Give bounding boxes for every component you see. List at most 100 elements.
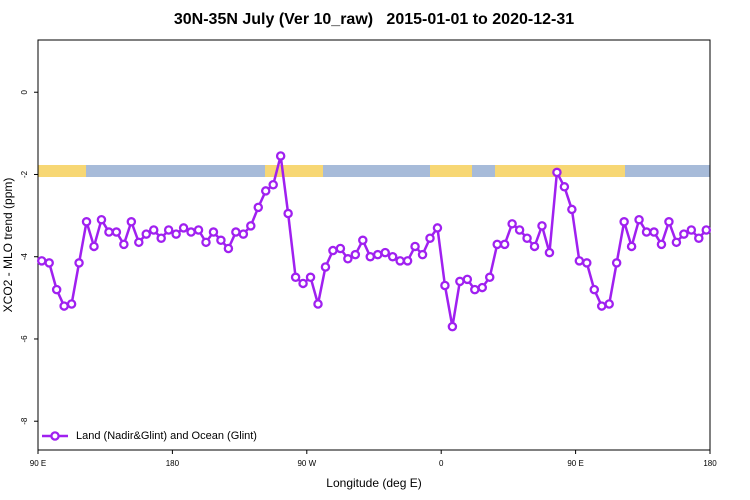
- x-tick-label: 180: [703, 459, 717, 468]
- data-point: [305, 272, 316, 283]
- data-point: [335, 243, 346, 254]
- data-point: [686, 225, 697, 235]
- x-tick-label: 180: [166, 459, 180, 468]
- data-point: [514, 225, 525, 235]
- data-point: [163, 225, 174, 235]
- data-point: [283, 208, 293, 219]
- data-point: [567, 204, 577, 215]
- data-point: [141, 229, 152, 239]
- data-point: [81, 217, 92, 227]
- data-point: [246, 221, 256, 231]
- data-point: [59, 301, 69, 311]
- data-point: [380, 247, 390, 258]
- x-tick-label: 90 W: [297, 459, 316, 468]
- data-point: [402, 256, 413, 266]
- land-band: [38, 165, 86, 177]
- data-point: [223, 243, 234, 254]
- data-point: [134, 237, 144, 248]
- data-point: [178, 223, 189, 233]
- data-point: [492, 239, 502, 250]
- data-point: [119, 239, 129, 250]
- data-point: [701, 225, 712, 235]
- data-point: [455, 276, 465, 287]
- data-point: [66, 299, 77, 309]
- data-point: [186, 227, 196, 237]
- plot-frame: [37, 39, 711, 451]
- land-ocean-band: [38, 165, 710, 177]
- data-point: [559, 182, 570, 192]
- data-point: [604, 299, 614, 309]
- data-point: [537, 221, 547, 231]
- data-point: [320, 262, 331, 272]
- data-point: [148, 225, 159, 235]
- y-tick-label: -4: [20, 253, 29, 261]
- y-tick-label: -8: [20, 417, 29, 425]
- data-point: [387, 251, 398, 262]
- land-band: [430, 165, 472, 177]
- data-point: [462, 274, 473, 285]
- data-point: [328, 245, 338, 256]
- data-point: [656, 239, 667, 250]
- data-point: [74, 258, 84, 268]
- y-tick-label: -6: [20, 335, 29, 343]
- data-point: [171, 229, 181, 239]
- data-point: [664, 217, 674, 227]
- data-point: [313, 299, 323, 309]
- data-point: [544, 247, 555, 258]
- data-point: [365, 251, 376, 262]
- data-point: [156, 233, 166, 243]
- data-point: [425, 233, 435, 243]
- data-point: [679, 229, 689, 239]
- data-point: [641, 227, 652, 237]
- data-point: [477, 282, 488, 293]
- data-point: [552, 167, 562, 178]
- data-point: [104, 227, 114, 237]
- data-point: [36, 256, 47, 266]
- x-tick-label: 90 E: [30, 459, 46, 468]
- x-axis-label: Longitude (deg E): [326, 476, 421, 490]
- data-point: [51, 284, 62, 295]
- data-point: [611, 258, 622, 268]
- x-tick-label: 0: [439, 459, 444, 468]
- data-point: [410, 241, 420, 252]
- chart-title: 30N-35N July (Ver 10_raw) 2015-01-01 to …: [174, 11, 574, 28]
- data-point: [126, 217, 137, 227]
- data-point: [507, 219, 517, 229]
- data-point: [231, 227, 241, 237]
- data-point: [671, 237, 682, 248]
- data-point: [372, 249, 383, 260]
- data-point: [358, 235, 368, 246]
- data-point: [395, 256, 405, 266]
- data-point: [626, 241, 637, 252]
- data-point: [268, 180, 278, 190]
- x-tick-label: 90 E: [567, 459, 583, 468]
- data-point: [298, 278, 308, 289]
- data-point: [208, 227, 219, 237]
- data-point: [499, 239, 510, 250]
- data-point: [634, 214, 644, 225]
- data-point: [470, 284, 480, 295]
- legend-marker: [50, 431, 60, 441]
- data-point: [260, 186, 271, 196]
- data-point: [343, 254, 353, 264]
- data-point: [253, 202, 264, 213]
- data-point: [89, 241, 99, 252]
- data-point: [290, 272, 301, 283]
- data-point: [574, 256, 585, 266]
- data-point: [596, 301, 607, 311]
- data-point: [649, 227, 659, 237]
- data-point: [96, 214, 107, 225]
- data-point: [417, 249, 428, 260]
- data-point: [238, 229, 249, 239]
- data-point: [440, 280, 450, 291]
- data-point: [447, 321, 458, 332]
- data-point: [484, 272, 495, 283]
- legend-label: Land (Nadir&Glint) and Ocean (Glint): [76, 430, 257, 442]
- y-tick-label: 0: [20, 89, 29, 94]
- y-tick-label: -2: [20, 170, 29, 178]
- land-band: [265, 165, 323, 177]
- data-point: [44, 258, 54, 268]
- data-point: [275, 151, 286, 161]
- data-point: [694, 233, 704, 243]
